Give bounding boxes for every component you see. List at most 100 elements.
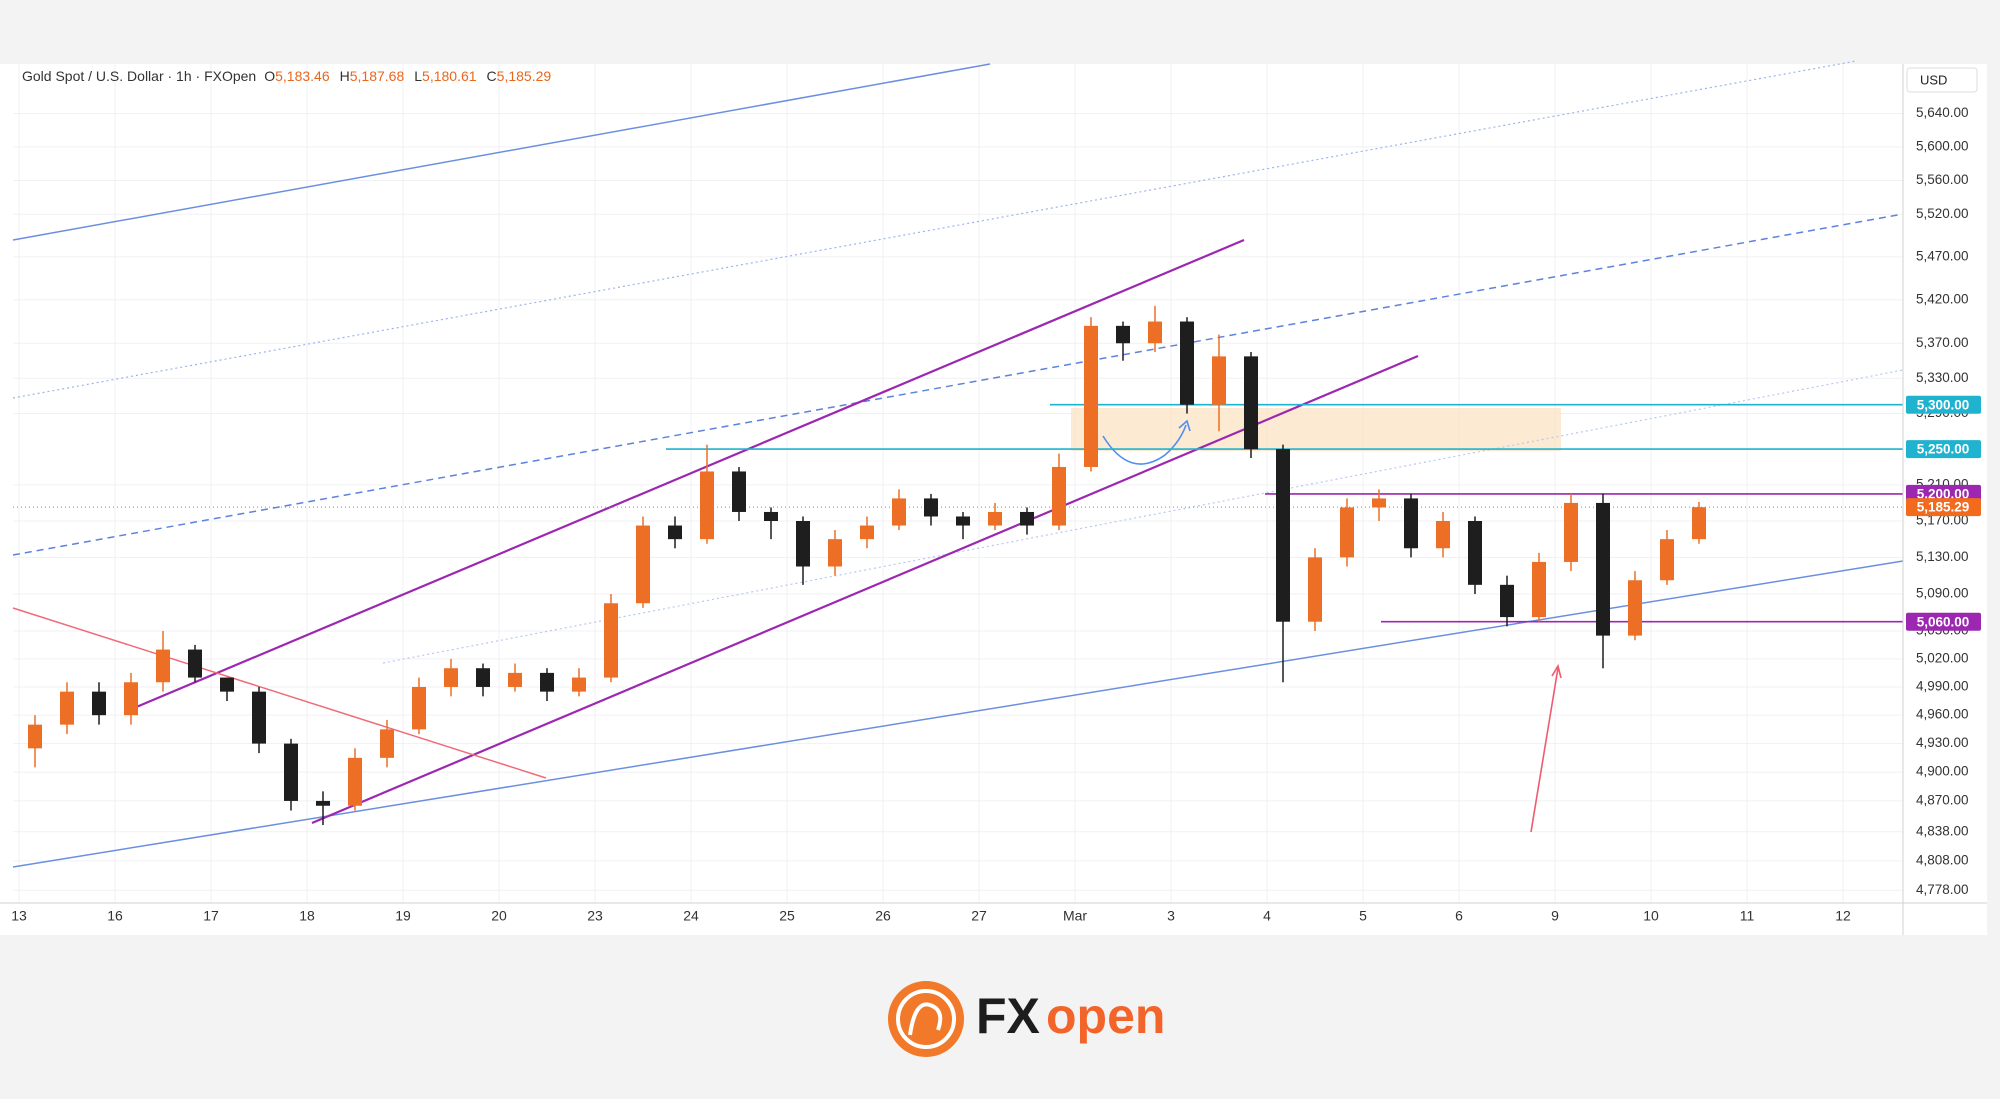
price-tag [1906,612,1981,631]
candle-body [1052,466,1066,526]
candle-body [1500,584,1514,618]
brand-suffix: open [1046,988,1165,1044]
candle-body [124,682,138,716]
x-tick-label: 10 [1643,908,1659,924]
candle-body [348,757,362,806]
y-tick-label: 4,778.00 [1916,882,1969,897]
x-tick-label: 25 [779,908,795,924]
candle-body [764,511,778,522]
x-tick-label: 20 [491,908,507,924]
price-tag-label: 5,200.00 [1917,486,1970,501]
header-text: 5,180.61 [422,68,477,84]
symbol-header: Gold Spot / U.S. Dollar · 1h · FXOpen O5,… [22,68,551,84]
candle-body [1148,321,1162,344]
x-tick-label: 26 [875,908,891,924]
candle-body [316,800,330,806]
grid [13,64,1903,903]
candle-body [1564,502,1578,562]
candle-body [668,525,682,540]
candle-body [604,603,618,678]
candle-body [796,521,810,567]
curve-arrow [1102,424,1187,465]
x-tick-label: 19 [395,908,411,924]
arrow-head [1551,663,1562,679]
candle-body [156,649,170,683]
header-text: 5,183.46 [275,68,330,84]
price-tags: 5,300.00 5,250.00 5,200.00 5,060.00 5,185.29 [1906,395,1981,631]
x-tick-label: 16 [107,908,123,924]
header-text: H [340,68,350,84]
candle-body [1660,539,1674,581]
axis: 5,640.00 5,600.00 5,560.00 5,520.00 5,470.00… [11,105,1968,924]
header-text: 5,185.29 [497,68,552,84]
candle-body [892,498,906,526]
y-tick-label: 5,520.00 [1916,206,1969,221]
currency: USD [1920,72,1947,87]
x-tick-label: 11 [1740,908,1755,924]
y-tick-label: 4,870.00 [1916,792,1969,807]
header-text: Gold Spot / U.S. Dollar · 1h · FXOpen [22,68,256,84]
price-tag [1906,440,1981,459]
candle-body [956,516,970,526]
channel-line [311,354,1419,825]
header-text: C [487,68,497,84]
candle-body [1276,449,1290,622]
candle-body [1468,521,1482,585]
price-tag [1906,498,1981,517]
y-tick-label: 4,990.00 [1916,679,1969,694]
y-tick-label: 4,900.00 [1916,764,1969,779]
candle-body [28,724,42,749]
pointer-arrow [1530,667,1559,833]
brand-prefix: FX [976,988,1040,1044]
y-tick-label: 5,020.00 [1916,650,1969,665]
y-tick-label: 5,560.00 [1916,172,1969,187]
header-text: O [264,68,275,84]
candle-body [1404,498,1418,549]
price-tag [1906,395,1981,414]
y-tick-label: 5,170.00 [1916,513,1969,528]
candles [28,305,1706,826]
candle-body [380,729,394,758]
logo-icon [908,1002,943,1036]
arrow-head [1178,419,1191,432]
x-tick-label: 6 [1455,908,1463,924]
x-tick-label: 18 [299,908,315,924]
candle-body [924,498,938,517]
x-tick-label: 17 [203,908,219,924]
x-tick-label: 27 [971,908,987,924]
x-tick-label: 24 [683,908,699,924]
candle-body [1212,356,1226,405]
y-tick-label: 4,838.00 [1916,823,1969,838]
logo: FX open [888,981,1165,1057]
candle-body [412,686,426,730]
candle-body [1436,521,1450,549]
trend-line [12,213,1904,556]
candle-body [1180,321,1194,405]
candle-body [1084,325,1098,467]
logo-icon [896,989,956,1049]
candle-body [220,677,234,692]
candle-body [188,649,202,678]
candle-body [444,668,458,687]
candle-body [1308,557,1322,622]
chart-panel [0,64,1987,935]
candle-body [1244,356,1258,450]
candle-body [252,691,266,744]
candle-body [828,539,842,567]
x-tick-label: 3 [1167,908,1175,924]
trend-line [12,607,547,779]
price-tag-label: 5,185.29 [1917,500,1970,515]
candle-body [1532,561,1546,618]
trend-line [12,60,1857,399]
x-tick-label: 12 [1835,908,1851,924]
y-tick-label: 5,090.00 [1916,586,1969,601]
y-tick-label: 5,330.00 [1916,370,1969,385]
price-tag-label: 5,060.00 [1917,614,1970,629]
header-text: L [414,68,422,84]
x-tick-label: 5 [1359,908,1367,924]
y-tick-label: 5,130.00 [1916,549,1969,564]
trend-line [12,63,991,241]
candle-body [92,691,106,716]
